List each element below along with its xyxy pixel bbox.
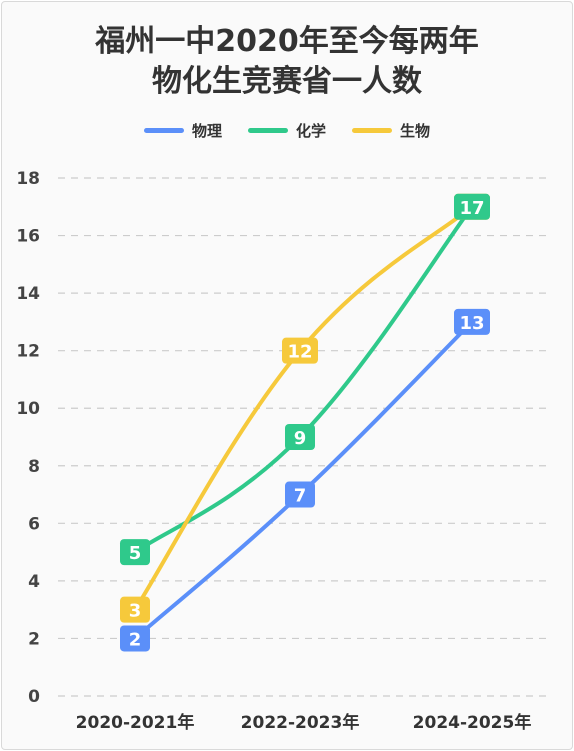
y-tick-label-6: 6 [28, 514, 40, 534]
x-tick-label-2: 2024-2025年 [413, 712, 532, 733]
data-label-1-2: 17 [459, 198, 484, 219]
y-tick-label-8: 8 [28, 457, 40, 477]
data-label-bg-0-2 [454, 308, 490, 335]
chart-title-line-1: 福州一中2020年至今每两年 [95, 24, 479, 59]
y-tick-label-2: 2 [28, 629, 40, 649]
data-label-bg-0-0 [120, 625, 150, 652]
data-label-1-0: 5 [129, 543, 142, 564]
x-tick-label-1: 2022-2023年 [241, 712, 360, 733]
y-tick-label-18: 18 [16, 169, 40, 189]
legend-swatch-chemistry [247, 128, 288, 133]
data-label-0-1: 7 [294, 486, 307, 507]
series-line-2 [133, 204, 474, 612]
legend-item-chemistry: 化学 [247, 120, 326, 141]
y-tick-label-10: 10 [16, 399, 40, 419]
x-tick-label-0: 2020-2021年 [76, 712, 195, 733]
data-label-bg-2-0 [120, 596, 150, 623]
legend-item-physics: 物理 [143, 120, 222, 141]
data-label-bg-1-1 [285, 424, 315, 450]
data-label-0-0: 2 [129, 629, 142, 650]
legend-swatch-biology [352, 128, 392, 133]
legend-label-physics: 物理 [191, 122, 222, 140]
legend-swatch-physics [143, 128, 184, 133]
chart-legend: 物理 化学 生物 [0, 120, 574, 141]
legend-label-biology: 生物 [400, 122, 431, 140]
data-label-0-2: 13 [459, 313, 484, 334]
data-label-bg-1-2 [454, 193, 490, 220]
chart-title: 福州一中2020年至今每两年 物化生竞赛省一人数 [0, 22, 574, 102]
data-label-bg-1-0 [120, 539, 150, 566]
y-tick-label-0: 0 [28, 687, 40, 707]
data-label-bg-0-1 [285, 481, 315, 508]
y-tick-label-12: 12 [16, 342, 40, 362]
legend-item-biology: 生物 [352, 120, 430, 141]
y-tick-label-16: 16 [16, 227, 40, 247]
data-label-bg-2-1 [282, 337, 318, 364]
data-label-2-1: 12 [287, 342, 312, 363]
data-label-2-0: 3 [129, 601, 142, 622]
y-tick-label-4: 4 [28, 572, 40, 592]
data-label-1-1: 9 [294, 428, 307, 449]
chart-title-line-2: 物化生竞赛省一人数 [152, 64, 422, 99]
y-tick-label-14: 14 [16, 284, 40, 304]
legend-label-chemistry: 化学 [295, 122, 326, 140]
series-line-0 [133, 319, 474, 641]
